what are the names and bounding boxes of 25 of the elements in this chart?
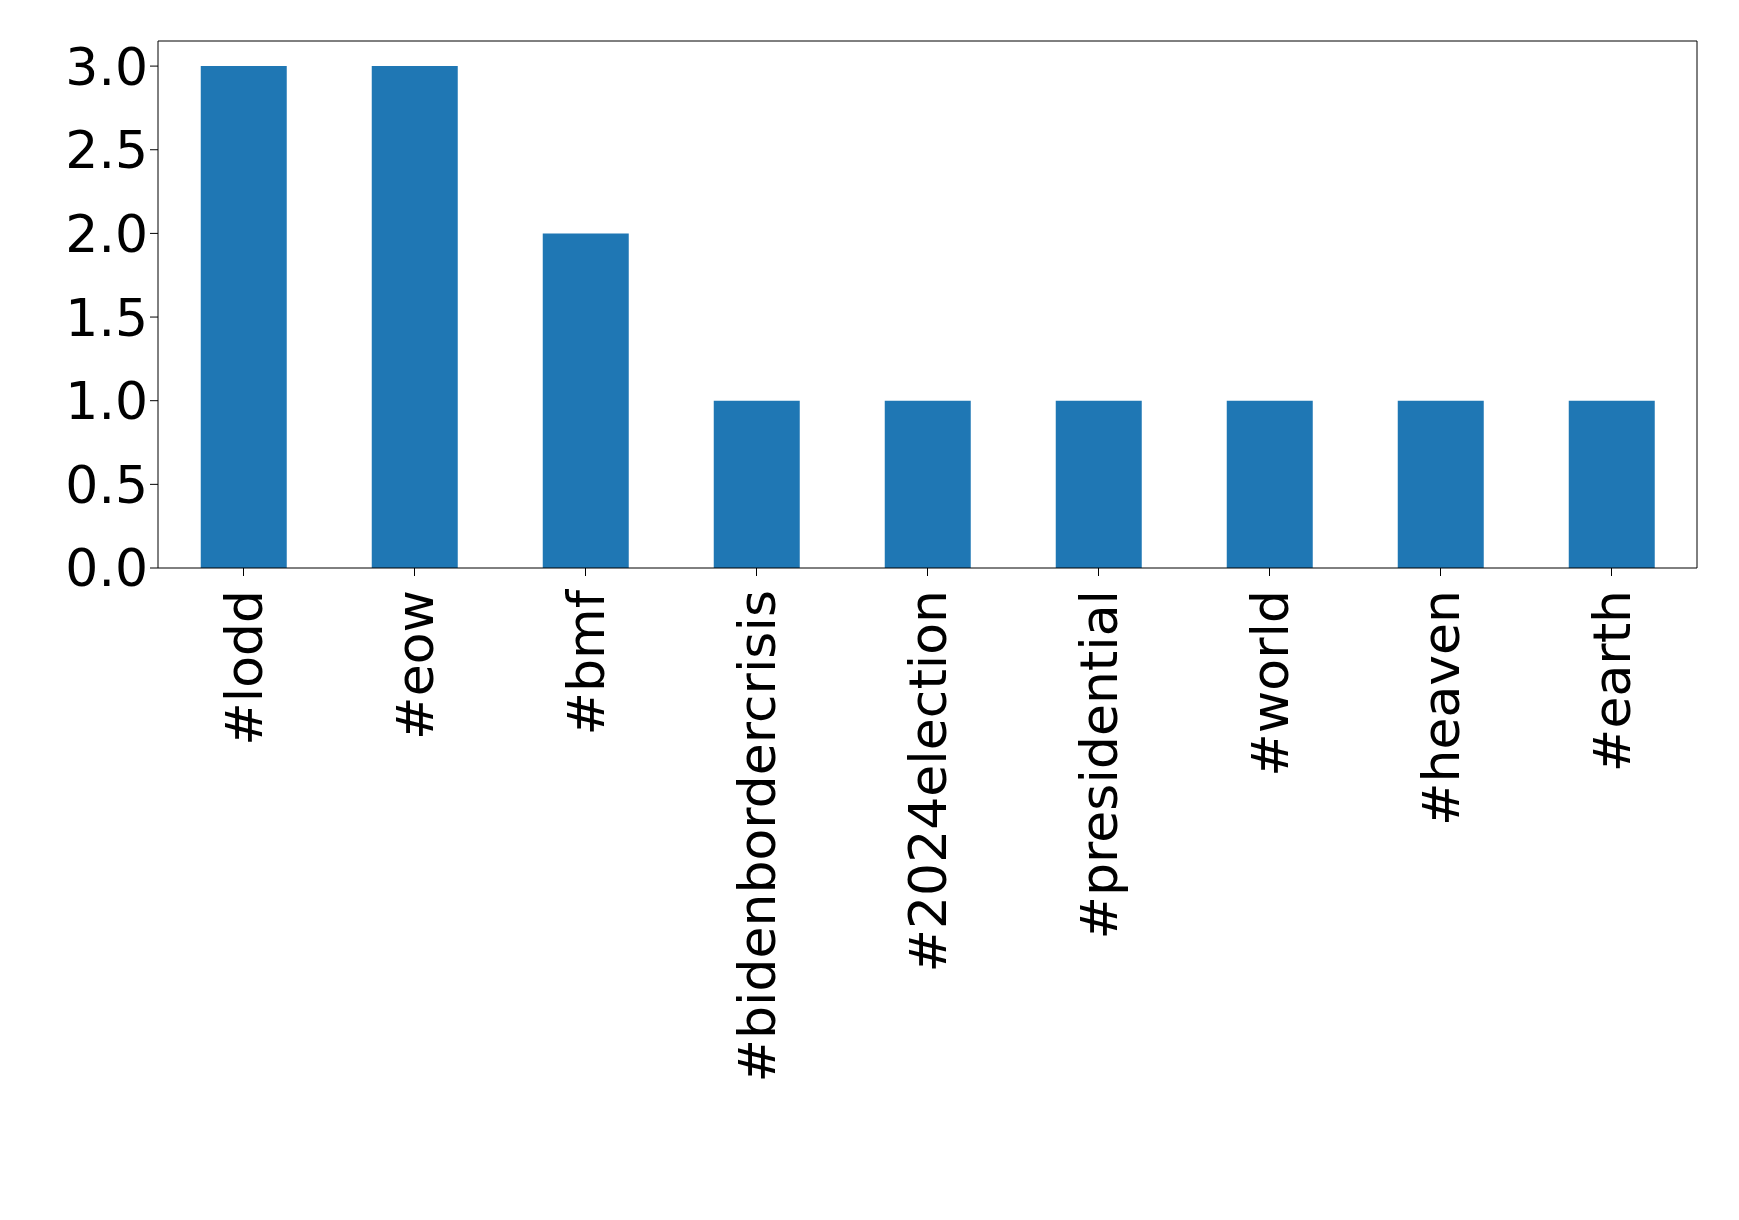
x-tick-label: #heaven (1410, 590, 1471, 827)
bar (1055, 400, 1142, 568)
bar (884, 400, 971, 568)
bar (542, 233, 629, 568)
bar (1226, 400, 1313, 568)
y-tick-label: 2.0 (65, 203, 148, 264)
y-tick-label: 3.0 (65, 36, 148, 97)
x-tick-label: #presidential (1068, 590, 1129, 940)
x-tick-label: #world (1239, 590, 1300, 777)
x-tick-label: #eow (384, 590, 445, 740)
x-tick-label: #2024election (897, 590, 958, 973)
x-tick-label: #earth (1581, 590, 1642, 773)
bar (1397, 400, 1484, 568)
y-tick-label: 0.0 (65, 538, 148, 599)
bar (200, 66, 287, 568)
y-tick-label: 1.5 (65, 287, 148, 348)
y-tick-label: 1.0 (65, 371, 148, 432)
y-tick-label: 2.5 (65, 120, 148, 181)
x-tick-label: #lodd (213, 590, 274, 746)
x-tick-label: #bidenbordercrisis (726, 590, 787, 1083)
x-tick-label: #bmf (555, 588, 616, 736)
bar (371, 66, 458, 568)
bar (1568, 400, 1655, 568)
bar (713, 400, 800, 568)
y-tick-label: 0.5 (65, 454, 148, 515)
